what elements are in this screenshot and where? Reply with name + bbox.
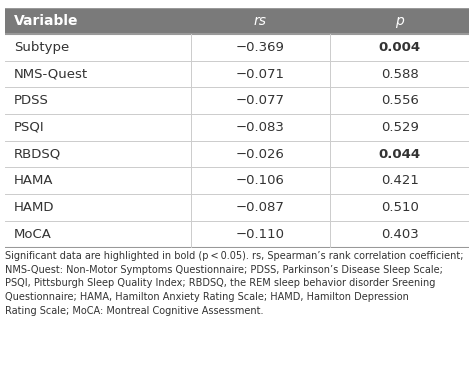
Text: −0.106: −0.106 bbox=[236, 174, 285, 188]
Bar bbox=[5, 141, 469, 168]
Bar bbox=[5, 221, 469, 248]
Text: 0.044: 0.044 bbox=[379, 148, 420, 160]
Text: 0.529: 0.529 bbox=[381, 121, 419, 134]
Bar bbox=[5, 87, 469, 114]
Text: HAMA: HAMA bbox=[14, 174, 54, 188]
Text: 0.421: 0.421 bbox=[381, 174, 419, 188]
Text: −0.026: −0.026 bbox=[236, 148, 285, 160]
Text: −0.077: −0.077 bbox=[236, 94, 285, 107]
Text: p: p bbox=[395, 14, 404, 28]
Text: −0.071: −0.071 bbox=[236, 68, 285, 81]
Text: MoCA: MoCA bbox=[14, 228, 52, 241]
Text: Variable: Variable bbox=[14, 14, 79, 28]
Text: −0.083: −0.083 bbox=[236, 121, 285, 134]
Bar bbox=[5, 8, 469, 34]
Bar bbox=[5, 114, 469, 141]
Text: PDSS: PDSS bbox=[14, 94, 49, 107]
Text: 0.403: 0.403 bbox=[381, 228, 419, 241]
Bar bbox=[5, 61, 469, 87]
Text: −0.087: −0.087 bbox=[236, 201, 285, 214]
Text: −0.369: −0.369 bbox=[236, 41, 285, 54]
Bar bbox=[5, 194, 469, 221]
Text: Significant data are highlighted in bold (p < 0.05). rs, Spearman’s rank correla: Significant data are highlighted in bold… bbox=[5, 251, 463, 316]
Text: RBDSQ: RBDSQ bbox=[14, 148, 61, 160]
Text: 0.510: 0.510 bbox=[381, 201, 419, 214]
Text: HAMD: HAMD bbox=[14, 201, 55, 214]
Text: −0.110: −0.110 bbox=[236, 228, 285, 241]
Text: NMS-Quest: NMS-Quest bbox=[14, 68, 88, 81]
Text: 0.556: 0.556 bbox=[381, 94, 419, 107]
Text: PSQI: PSQI bbox=[14, 121, 45, 134]
Text: 0.588: 0.588 bbox=[381, 68, 419, 81]
Bar bbox=[5, 168, 469, 194]
Text: 0.004: 0.004 bbox=[379, 41, 420, 54]
Text: Subtype: Subtype bbox=[14, 41, 69, 54]
Text: rs: rs bbox=[254, 14, 267, 28]
Bar bbox=[5, 34, 469, 61]
